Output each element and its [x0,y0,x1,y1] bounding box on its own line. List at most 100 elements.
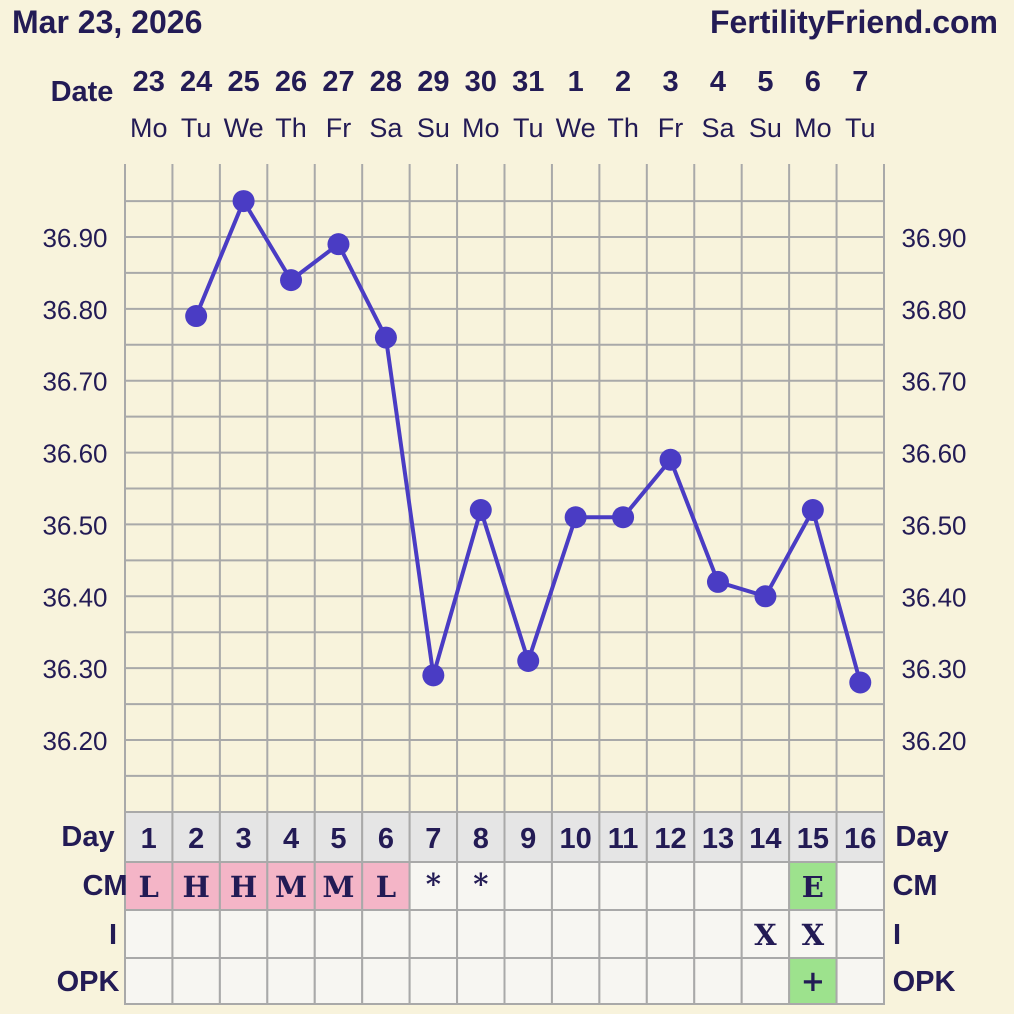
temperature-point [327,233,350,256]
cm-value: M [275,870,307,904]
day-of-month: 31 [512,66,544,98]
day-of-month: 29 [417,66,449,98]
i-label-right: I [893,919,901,951]
opk-cell [835,957,885,1005]
y-tick-label-left: 36.40 [42,582,107,612]
cm-cell [693,861,743,911]
intercourse-value: X [802,918,825,952]
temperature-point [422,664,445,687]
opk-cell [313,957,364,1005]
temperature-point [469,499,492,522]
y-tick-label-right: 36.80 [901,295,966,325]
cycle-day-number: 12 [654,823,686,855]
day-of-week: Su [417,113,450,143]
day-of-week: Sa [701,113,735,143]
cm-cell [503,861,553,911]
cycle-day-number: 15 [797,823,829,855]
day-of-month: 2 [615,66,631,98]
day-of-week: Mo [462,113,500,143]
day-of-week: Mo [794,113,832,143]
day-of-month: 24 [180,66,212,98]
y-tick-label-right: 36.30 [901,654,966,684]
opk-cell [218,957,269,1005]
opk-cell [693,957,743,1005]
day-of-month: 30 [465,66,497,98]
cm-cell [171,861,221,911]
opk-cell [456,957,506,1005]
cycle-day-number: 7 [425,823,441,855]
cm-cell [645,861,696,911]
intercourse-cell [266,909,316,959]
temperature-point [517,649,540,672]
y-axis: 36.20 36.20 36.30 36.30 36.40 36.40 36.50 36.50… [42,223,966,756]
intercourse-cell [124,909,174,959]
cycle-day-number: 14 [749,823,781,855]
cm-value: E [802,870,824,904]
y-tick-label-right: 36.50 [901,510,966,540]
day-of-month: 27 [322,66,354,98]
date-label: Date [51,76,114,108]
y-tick-label-left: 36.20 [42,726,107,756]
opk-cell [124,957,174,1005]
opk-cell [361,957,411,1005]
day-of-week: We [556,113,596,143]
day-of-month: 5 [757,66,773,98]
y-tick-label-right: 36.60 [901,439,966,469]
cycle-day-cell [835,811,885,863]
temperature-point [706,570,729,593]
temperature-point [280,269,303,292]
cm-value: H [230,870,257,904]
cm-value: M [322,870,354,904]
day-of-month: 25 [227,66,259,98]
y-tick-label-right: 36.90 [901,223,966,253]
temperature-series [185,190,872,694]
day-label-right: Day [895,821,948,853]
chart-date: Mar 23, 2026 [12,4,202,40]
temperature-point [801,499,824,522]
cycle-day-number: 11 [608,823,639,855]
intercourse-cell [171,909,221,959]
cycle-day-number: 1 [141,823,157,855]
day-of-month: 23 [133,66,165,98]
intercourse-cell [408,909,459,959]
y-tick-label-right: 36.70 [901,367,966,397]
cycle-day-number: 2 [188,823,204,855]
cm-cell [550,861,601,911]
y-tick-label-left: 36.30 [42,654,107,684]
temperature-point [754,585,777,608]
cycle-day-number: 8 [473,823,489,855]
temperature-point [374,326,397,349]
cm-cell [598,861,648,911]
day-of-month: 3 [662,66,678,98]
day-of-week: Su [749,113,782,143]
cycle-day-number: 3 [236,823,252,855]
y-tick-label-left: 36.70 [42,367,107,397]
i-label-left: I [109,919,117,951]
intercourse-cell [313,909,364,959]
intercourse-cell [218,909,269,959]
opk-cell [503,957,553,1005]
cycle-day-cell [645,811,696,863]
opk-cell [645,957,696,1005]
intercourse-cell [456,909,506,959]
day-of-week: Fr [326,113,351,143]
cycle-day-cell [361,811,411,863]
cm-value: L [376,870,396,904]
opk-cell [788,957,838,1005]
intercourse-cell [645,909,696,959]
cycle-day-number: 6 [378,823,394,855]
intercourse-cell [361,909,411,959]
opk-cell [266,957,316,1005]
day-of-week: Mo [130,113,168,143]
day-of-month: 7 [852,66,868,98]
temperature-point [564,506,587,529]
day-of-week: Tu [845,113,876,143]
cm-value: * [473,867,488,901]
cycle-day-cell [788,811,838,863]
cm-value: L [139,870,159,904]
cycle-day-number: 13 [702,823,734,855]
temperature-point [849,671,872,694]
day-of-month: 1 [568,66,584,98]
day-of-week: Th [275,113,307,143]
